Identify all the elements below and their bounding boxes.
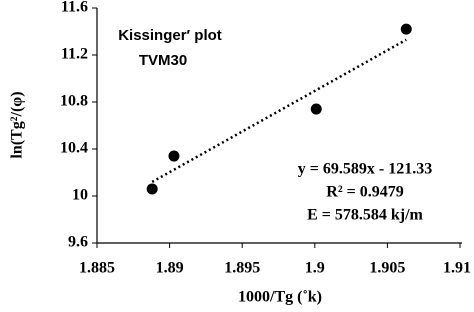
annotation: Kissinger′ plot — [118, 27, 222, 44]
x-axis-label: 1000/Tg (˚k) — [238, 289, 322, 306]
trendline — [151, 38, 407, 183]
data-point — [310, 103, 322, 115]
annotation: TVM30 — [139, 52, 187, 69]
y-tick-label: 11.2 — [61, 46, 88, 63]
data-point — [400, 23, 412, 35]
x-tick-label: 1.905 — [369, 260, 405, 277]
annotation: y = 69.589x - 121.33 — [298, 161, 432, 178]
data-point — [168, 150, 180, 162]
data-point — [146, 183, 158, 195]
y-tick-label: 9.6 — [68, 234, 88, 251]
annotation: R² = 0.9479 — [326, 184, 403, 201]
annotation: E = 578.584 kj/m — [307, 207, 423, 224]
x-tick-label: 1.9 — [305, 260, 325, 277]
x-tick-label: 1.885 — [79, 260, 115, 277]
y-tick-label: 11.6 — [61, 0, 88, 16]
x-tick-label: 1.91 — [443, 260, 471, 277]
y-tick-label: 10.8 — [60, 93, 88, 110]
y-axis-label: ln(Tg²/(φ) — [9, 91, 26, 158]
y-tick-label: 10.4 — [60, 140, 88, 157]
x-tick-label: 1.89 — [156, 260, 184, 277]
x-tick-label: 1.895 — [224, 260, 260, 277]
y-tick-label: 10 — [72, 187, 88, 204]
